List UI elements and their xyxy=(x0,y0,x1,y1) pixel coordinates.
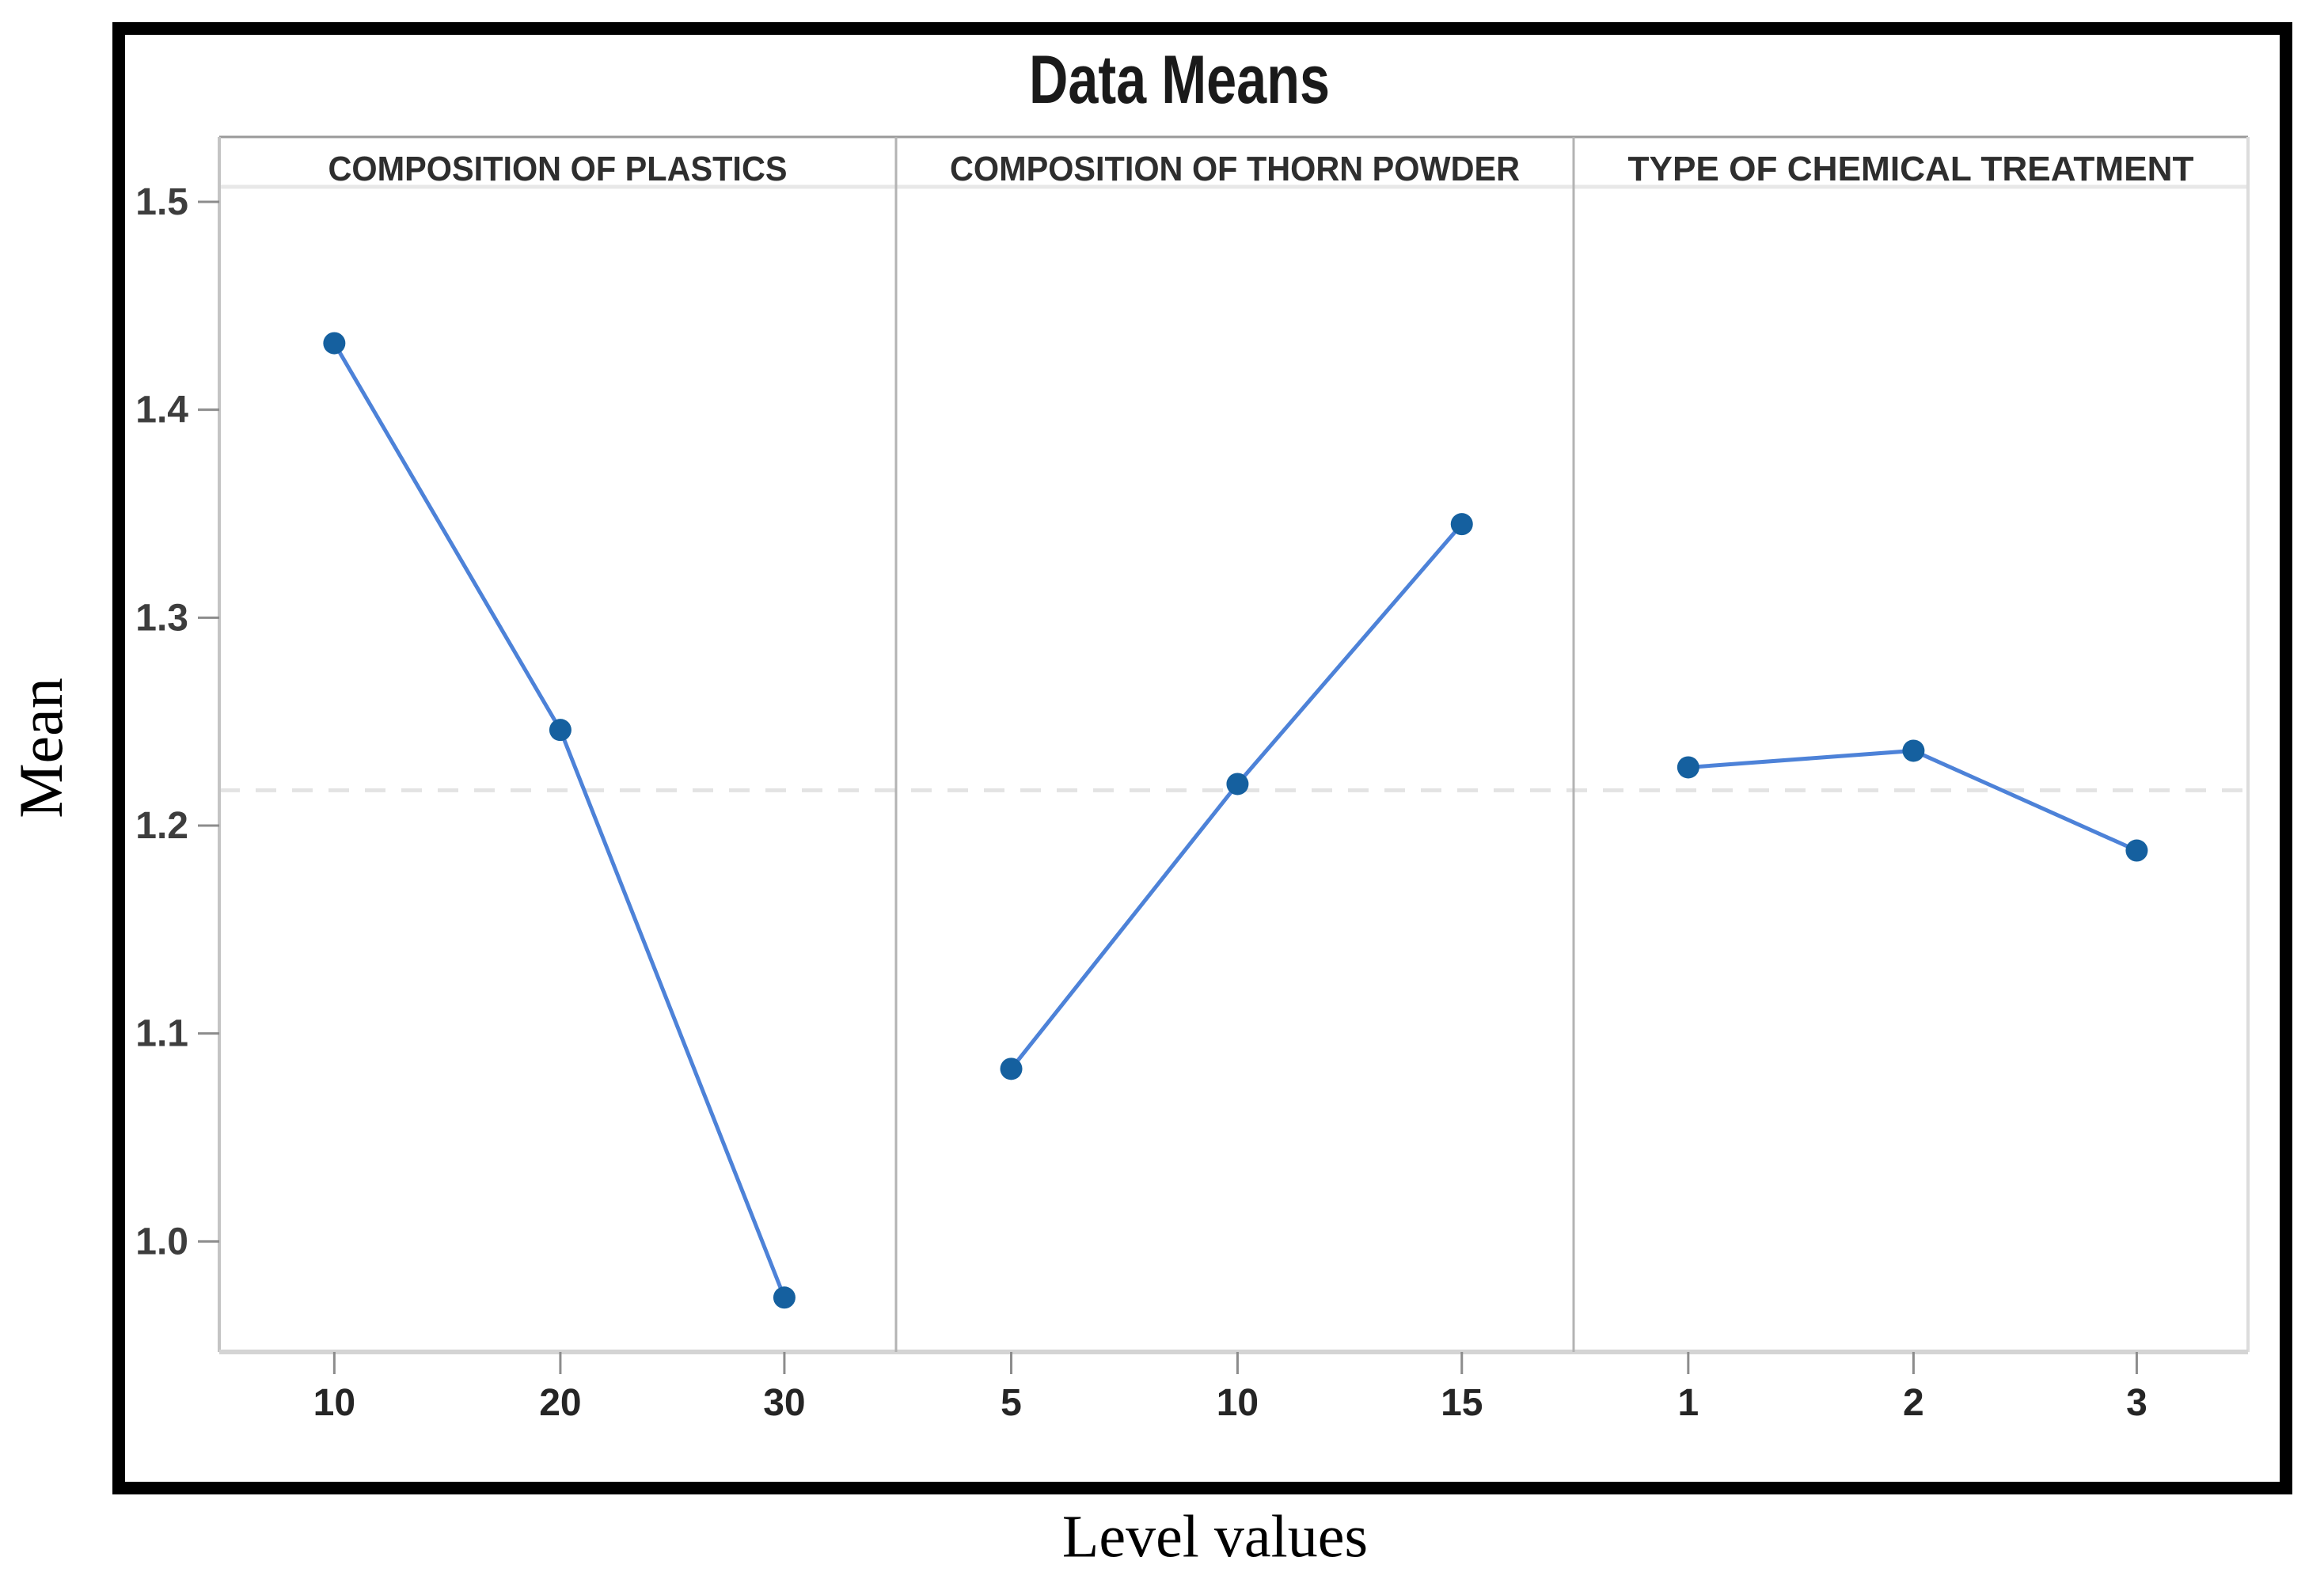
panel-title: TYPE OF CHEMICAL TREATMENT xyxy=(1628,150,2194,188)
y-tick-label: 1.2 xyxy=(135,805,188,847)
data-point xyxy=(549,719,572,742)
x-axis-title: Level values xyxy=(1061,1503,1369,1570)
data-point xyxy=(1677,756,1699,779)
data-point xyxy=(1450,513,1473,536)
x-tick-label: 10 xyxy=(1217,1382,1259,1424)
series-line xyxy=(332,342,787,1299)
y-tick-label: 1.4 xyxy=(135,389,188,431)
series-line xyxy=(1009,522,1464,1070)
data-point xyxy=(1902,739,1925,762)
y-tick-label: 1.0 xyxy=(135,1221,188,1263)
x-tick-label: 5 xyxy=(1001,1382,1022,1424)
y-tick-label: 1.3 xyxy=(135,597,188,639)
x-tick-label: 15 xyxy=(1441,1382,1483,1424)
x-tick-label: 30 xyxy=(763,1382,805,1424)
y-tick-label: 1.1 xyxy=(135,1013,188,1055)
data-point xyxy=(1000,1057,1023,1080)
series-line xyxy=(1688,748,2138,852)
panel-title: COMPOSITION OF PLASTICS xyxy=(328,150,788,188)
x-tick-label: 2 xyxy=(1903,1382,1924,1424)
x-tick-label: 3 xyxy=(2126,1382,2147,1424)
data-point xyxy=(323,332,346,355)
x-tick-label: 1 xyxy=(1677,1382,1699,1424)
x-tick-label: 20 xyxy=(539,1382,581,1424)
x-tick-label: 10 xyxy=(313,1382,355,1424)
chart-title: Data Means xyxy=(1029,42,1330,118)
panel-title: COMPOSITION OF THORN POWDER xyxy=(950,150,1520,188)
y-tick-label: 1.5 xyxy=(135,181,188,223)
data-point xyxy=(1226,773,1249,795)
data-point xyxy=(2125,839,2148,862)
data-point xyxy=(773,1286,796,1309)
